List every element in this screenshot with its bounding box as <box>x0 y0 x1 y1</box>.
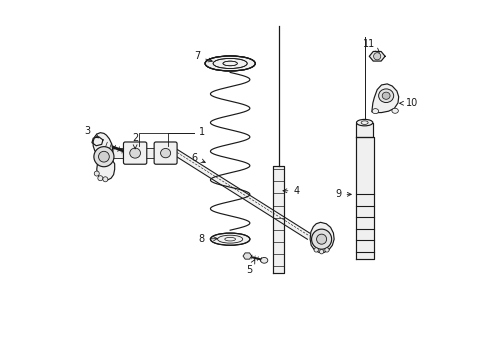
Polygon shape <box>93 133 115 180</box>
Circle shape <box>98 176 102 181</box>
Text: 4: 4 <box>283 186 299 196</box>
Ellipse shape <box>160 148 170 158</box>
Circle shape <box>313 248 318 252</box>
Ellipse shape <box>391 108 398 113</box>
Polygon shape <box>243 253 251 259</box>
Ellipse shape <box>204 56 255 71</box>
Text: 7: 7 <box>194 51 212 62</box>
Ellipse shape <box>129 148 140 158</box>
Polygon shape <box>172 148 310 239</box>
Circle shape <box>319 249 323 254</box>
Polygon shape <box>368 51 384 61</box>
FancyBboxPatch shape <box>123 142 146 164</box>
Text: 5: 5 <box>245 260 254 275</box>
Text: 10: 10 <box>399 98 418 108</box>
Circle shape <box>94 171 99 176</box>
Text: 3: 3 <box>84 126 99 138</box>
Ellipse shape <box>371 109 378 114</box>
Circle shape <box>324 248 328 252</box>
Text: 11: 11 <box>363 39 379 52</box>
Circle shape <box>99 151 109 162</box>
FancyBboxPatch shape <box>154 142 177 164</box>
Text: 1: 1 <box>198 127 204 136</box>
Polygon shape <box>92 137 103 146</box>
Circle shape <box>94 147 114 167</box>
Ellipse shape <box>356 120 372 126</box>
Circle shape <box>373 53 380 60</box>
Ellipse shape <box>260 257 267 263</box>
Polygon shape <box>145 148 156 158</box>
Polygon shape <box>272 166 284 273</box>
Circle shape <box>316 234 326 244</box>
Ellipse shape <box>378 89 393 103</box>
Polygon shape <box>371 84 398 113</box>
Circle shape <box>311 229 331 249</box>
Ellipse shape <box>210 233 249 245</box>
Polygon shape <box>355 137 373 259</box>
Polygon shape <box>309 222 333 252</box>
Circle shape <box>102 177 108 182</box>
Ellipse shape <box>382 92 389 99</box>
Text: 2: 2 <box>132 133 138 149</box>
Polygon shape <box>113 148 125 158</box>
Polygon shape <box>356 123 372 137</box>
Text: 8: 8 <box>198 234 217 244</box>
Text: 9: 9 <box>335 189 350 199</box>
Text: 6: 6 <box>191 153 205 163</box>
